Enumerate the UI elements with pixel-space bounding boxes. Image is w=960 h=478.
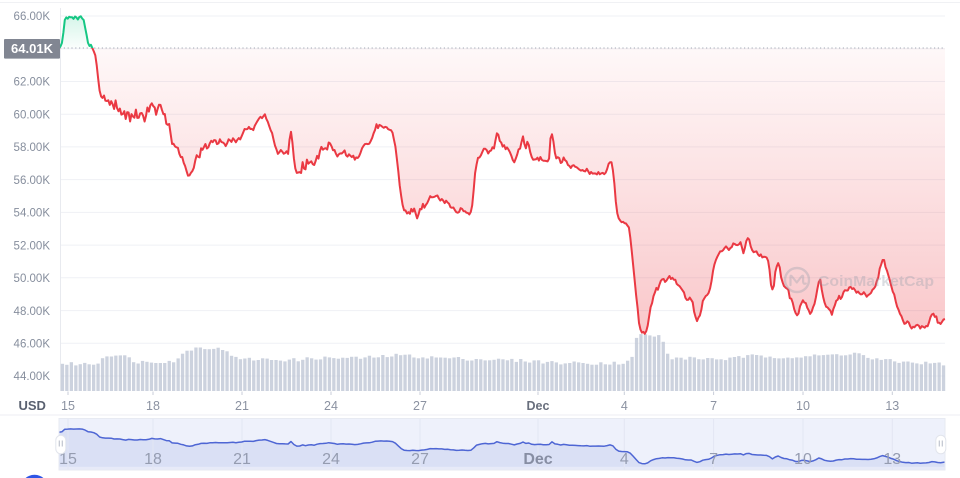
svg-text:4: 4 (621, 399, 628, 413)
svg-text:54.00K: 54.00K (14, 208, 51, 220)
svg-text:13: 13 (885, 399, 899, 413)
svg-text:4: 4 (620, 451, 629, 468)
svg-text:27: 27 (413, 399, 427, 413)
svg-text:52.00K: 52.00K (14, 240, 51, 252)
svg-text:15: 15 (59, 451, 77, 468)
svg-text:CoinMarketCap: CoinMarketCap (818, 274, 934, 290)
svg-text:10: 10 (794, 451, 812, 468)
svg-text:44.00K: 44.00K (14, 371, 51, 383)
svg-text:13: 13 (883, 451, 901, 468)
svg-text:7: 7 (710, 399, 717, 413)
svg-text:7: 7 (709, 451, 718, 468)
svg-text:62.00K: 62.00K (14, 77, 51, 89)
svg-text:60.00K: 60.00K (14, 109, 51, 121)
svg-text:15: 15 (61, 399, 75, 413)
svg-text:Dec: Dec (527, 399, 550, 413)
svg-text:21: 21 (233, 451, 251, 468)
svg-text:50.00K: 50.00K (14, 273, 51, 285)
svg-text:18: 18 (146, 399, 160, 413)
svg-text:24: 24 (322, 451, 340, 468)
svg-text:18: 18 (144, 451, 162, 468)
svg-text:48.00K: 48.00K (14, 306, 51, 318)
svg-text:10: 10 (796, 399, 810, 413)
svg-text:USD: USD (19, 398, 46, 413)
svg-text:64.01K: 64.01K (11, 41, 54, 56)
svg-text:66.00K: 66.00K (14, 11, 51, 23)
svg-text:56.00K: 56.00K (14, 175, 51, 187)
svg-text:27: 27 (411, 451, 429, 468)
svg-text:24: 24 (324, 399, 338, 413)
svg-text:58.00K: 58.00K (14, 142, 51, 154)
svg-text:Dec: Dec (523, 451, 552, 468)
svg-text:21: 21 (235, 399, 249, 413)
svg-text:46.00K: 46.00K (14, 339, 51, 351)
